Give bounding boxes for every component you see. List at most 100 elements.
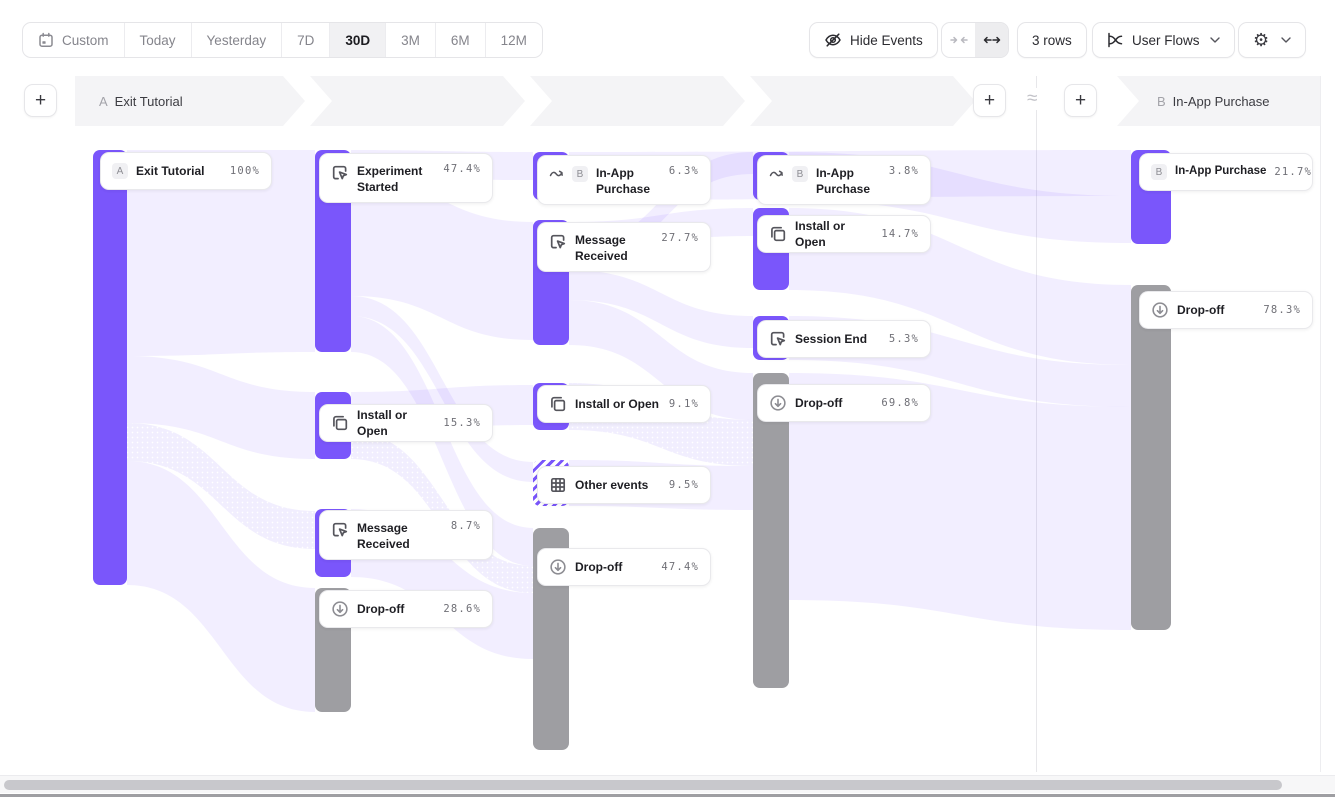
date-range-7d[interactable]: 7D — [282, 23, 331, 57]
date-range-label: 7D — [297, 32, 315, 48]
node-title: Install or Open — [357, 407, 408, 438]
date-range-label: 12M — [500, 32, 527, 48]
node-percent: 8.7% — [450, 520, 481, 532]
approx-gap-symbol: ≈ — [1024, 88, 1041, 110]
date-range-label: 6M — [450, 32, 470, 48]
node-bar-drop-off[interactable] — [753, 373, 789, 688]
flow-node-message-received[interactable]: Message Received 27.7% — [537, 222, 711, 272]
node-title: In-App Purchase — [596, 166, 651, 197]
flow-node-message-received[interactable]: Message Received 8.7% — [319, 510, 493, 560]
date-range-today[interactable]: Today — [125, 23, 192, 57]
step-header-segment-b[interactable] — [1117, 76, 1320, 126]
copy-icon — [769, 225, 787, 243]
flow-node-drop-off[interactable]: Drop-off 69.8% — [757, 384, 931, 422]
flow-node-install-or-open[interactable]: Install or Open 14.7% — [757, 215, 931, 253]
step-b-badge: B — [1151, 164, 1167, 180]
step-b-badge: B — [572, 166, 588, 182]
node-title: Session End — [795, 331, 868, 346]
node-bar-drop-off-b[interactable] — [1131, 285, 1171, 630]
hide-events-button[interactable]: Hide Events — [809, 22, 938, 58]
plus-icon: + — [1074, 89, 1087, 111]
node-percent: 9.5% — [668, 479, 699, 491]
step-header-segment[interactable] — [75, 76, 305, 126]
node-percent: 15.3% — [443, 417, 481, 429]
node-bar-exit-tutorial[interactable] — [93, 150, 127, 585]
node-percent: 78.3% — [1263, 304, 1301, 316]
flow-node-session-end[interactable]: Session End 5.3% — [757, 320, 931, 358]
jump-arrow-icon — [549, 166, 564, 180]
right-border-line — [1320, 76, 1321, 772]
date-range-label: 30D — [345, 32, 371, 48]
flow-node-in-app-purchase[interactable]: B In-App Purchase 3.8% — [757, 155, 931, 205]
drop-off-icon — [549, 558, 567, 576]
flow-node-drop-off-b[interactable]: Drop-off 78.3% — [1139, 291, 1313, 329]
chevron-down-icon — [1209, 37, 1220, 43]
date-range-yesterday[interactable]: Yesterday — [192, 23, 283, 57]
drop-off-icon — [1151, 301, 1169, 319]
add-step-end-a-button[interactable]: + — [973, 84, 1006, 117]
node-percent: 6.3% — [668, 165, 699, 177]
horizontal-scrollbar-thumb[interactable] — [4, 780, 1282, 790]
add-step-left-button[interactable]: + — [24, 84, 57, 117]
flow-node-in-app-purchase[interactable]: B In-App Purchase 6.3% — [537, 155, 711, 205]
event-icon — [331, 521, 349, 539]
window-bottom-edge — [0, 794, 1335, 797]
step-header-segment[interactable] — [310, 76, 525, 126]
settings-dropdown[interactable]: ⚙ — [1238, 22, 1307, 58]
collapse-columns-button[interactable] — [942, 23, 975, 57]
flow-node-drop-off[interactable]: Drop-off 28.6% — [319, 590, 493, 628]
chevron-down-icon — [1281, 37, 1291, 43]
collapse-expand-toggle — [941, 22, 1009, 58]
step-a-badge: A — [112, 163, 128, 179]
plus-icon: + — [983, 89, 996, 111]
horizontal-scrollbar-track[interactable] — [0, 775, 1335, 793]
date-range-6m[interactable]: 6M — [436, 23, 486, 57]
drop-off-icon — [769, 394, 787, 412]
node-percent: 47.4% — [443, 163, 481, 175]
hide-events-label: Hide Events — [850, 32, 923, 48]
node-title: Drop-off — [1177, 302, 1225, 317]
flow-node-install-or-open[interactable]: Install or Open 15.3% — [319, 404, 493, 442]
node-percent: 9.1% — [668, 398, 699, 410]
node-title: In-App Purchase — [816, 166, 871, 197]
rows-button[interactable]: 3 rows — [1017, 22, 1087, 58]
flow-node-install-or-open[interactable]: Install or Open 9.1% — [537, 385, 711, 423]
date-range-custom[interactable]: Custom — [23, 23, 125, 57]
plus-icon: + — [34, 89, 47, 111]
date-range-3m[interactable]: 3M — [386, 23, 436, 57]
date-range-label: Yesterday — [206, 32, 267, 48]
node-title: Install or Open — [575, 396, 660, 411]
section-divider-line — [1036, 76, 1037, 772]
drop-off-icon — [331, 600, 349, 618]
section-a-header: A Exit Tutorial — [99, 76, 183, 126]
section-a-title: Exit Tutorial — [114, 93, 183, 109]
copy-icon — [549, 395, 567, 413]
event-icon — [769, 330, 787, 348]
flow-node-exit-tutorial[interactable]: A Exit Tutorial 100% — [100, 152, 272, 190]
step-header-segment[interactable] — [750, 76, 975, 126]
step-header-segment[interactable] — [530, 76, 745, 126]
grid-icon — [549, 476, 567, 494]
expand-columns-button[interactable] — [975, 23, 1008, 57]
flow-node-experiment-started[interactable]: Experiment Started 47.4% — [319, 153, 493, 203]
node-percent: 14.7% — [881, 228, 919, 240]
node-title: Message Received — [357, 521, 410, 552]
date-range-label: Today — [139, 32, 176, 48]
node-percent: 47.4% — [661, 561, 699, 573]
date-range-30d[interactable]: 30D — [330, 23, 387, 57]
user-flows-icon — [1108, 32, 1123, 48]
node-title: Drop-off — [795, 395, 843, 410]
toolbar: Custom Today Yesterday 7D 30D 3M 6M 12M … — [0, 0, 1335, 66]
gear-icon: ⚙ — [1253, 30, 1270, 50]
add-step-before-b-button[interactable]: + — [1064, 84, 1097, 117]
date-range-12m[interactable]: 12M — [486, 23, 542, 57]
flow-node-in-app-purchase-b[interactable]: B In-App Purchase 21.7% — [1139, 153, 1313, 191]
node-title: In-App Purchase — [1175, 165, 1267, 178]
node-percent: 27.7% — [661, 232, 699, 244]
view-type-dropdown[interactable]: User Flows — [1092, 22, 1235, 58]
flow-node-other-events[interactable]: Other events 9.5% — [537, 466, 711, 504]
node-title: Message Received — [575, 233, 628, 264]
flow-node-drop-off[interactable]: Drop-off 47.4% — [537, 548, 711, 586]
step-b-badge: B — [792, 166, 808, 182]
expand-arrows-icon — [983, 36, 1000, 44]
